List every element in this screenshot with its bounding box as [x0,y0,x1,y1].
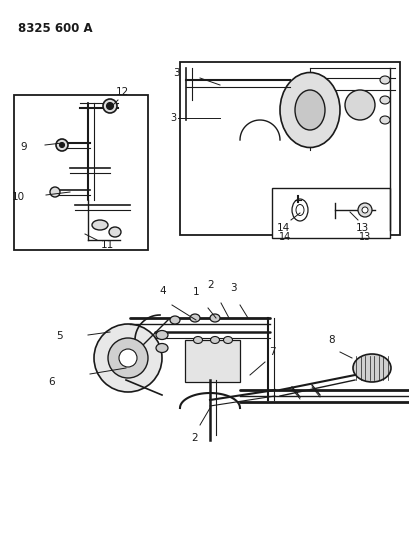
Bar [14,95,148,250]
Ellipse shape [119,349,137,367]
Text: 4: 4 [159,286,166,296]
Text: 13: 13 [358,232,370,242]
Text: 3: 3 [172,68,179,78]
Ellipse shape [155,330,168,340]
Ellipse shape [352,354,390,382]
Ellipse shape [155,343,168,352]
Ellipse shape [209,314,220,322]
Ellipse shape [108,338,148,378]
Ellipse shape [361,207,367,213]
Ellipse shape [106,102,113,109]
Ellipse shape [59,142,64,148]
Text: 2: 2 [191,433,198,443]
Bar [184,340,239,382]
Text: 14: 14 [278,232,290,242]
Ellipse shape [94,324,162,392]
Text: 13: 13 [355,223,368,233]
Text: 9: 9 [20,142,27,152]
Ellipse shape [379,76,389,84]
Ellipse shape [92,220,108,230]
Text: 3: 3 [169,113,175,123]
Text: 5: 5 [56,331,63,341]
Text: 6: 6 [49,377,55,387]
Text: 8: 8 [328,335,335,345]
Ellipse shape [379,116,389,124]
Text: 8325 600 A: 8325 600 A [18,22,92,35]
Ellipse shape [193,336,202,343]
Text: 12: 12 [115,87,128,97]
Ellipse shape [295,205,303,215]
Bar [180,62,399,235]
Ellipse shape [210,336,219,343]
Ellipse shape [103,99,117,113]
Ellipse shape [223,336,232,343]
Bar [271,188,389,238]
Ellipse shape [109,227,121,237]
Ellipse shape [291,199,307,221]
Ellipse shape [294,90,324,130]
Text: 11: 11 [100,240,113,250]
Ellipse shape [50,187,60,197]
Text: 7: 7 [268,347,274,357]
Text: 2: 2 [207,280,214,290]
Ellipse shape [170,316,180,324]
Ellipse shape [189,314,200,322]
Text: 10: 10 [11,192,25,202]
Text: 3: 3 [229,283,236,293]
Ellipse shape [344,90,374,120]
Text: 1: 1 [192,287,199,297]
Ellipse shape [56,139,68,151]
Ellipse shape [357,203,371,217]
Text: 14: 14 [276,223,289,233]
Ellipse shape [379,96,389,104]
Ellipse shape [279,72,339,148]
